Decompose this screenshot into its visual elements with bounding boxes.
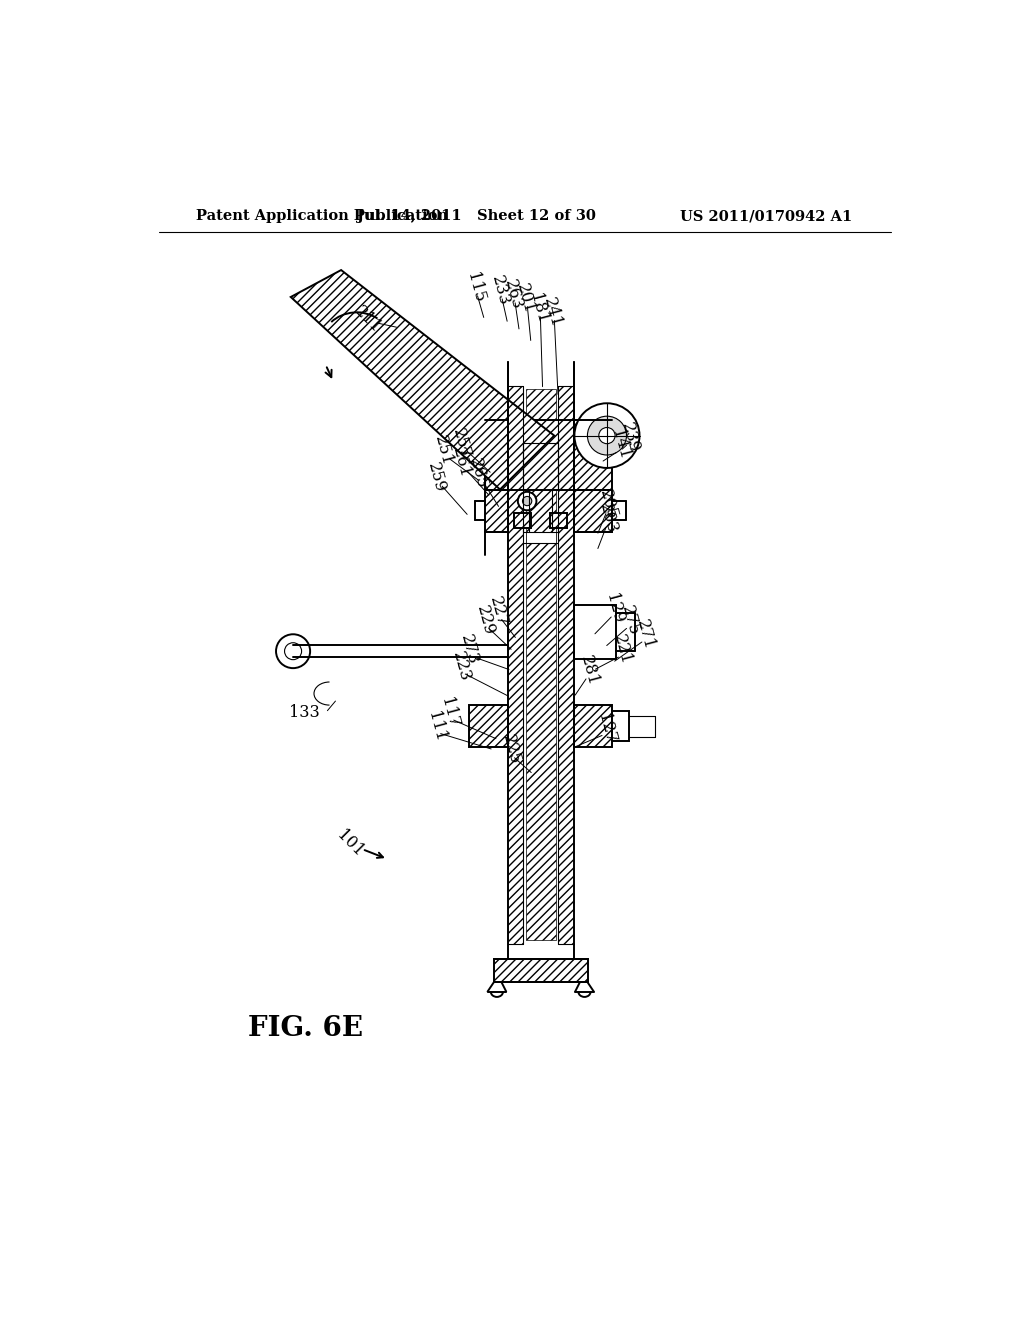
Bar — [550, 512, 567, 528]
Text: 117: 117 — [437, 696, 462, 730]
Bar — [484, 490, 508, 532]
Text: 233: 233 — [487, 273, 512, 308]
Text: 101: 101 — [334, 826, 368, 861]
Circle shape — [574, 404, 640, 469]
Text: 275: 275 — [618, 603, 642, 638]
Text: 281: 281 — [577, 653, 601, 688]
Bar — [494, 960, 588, 982]
Bar — [469, 705, 508, 747]
Text: FIG. 6E: FIG. 6E — [248, 1015, 364, 1041]
Text: 205: 205 — [596, 488, 621, 521]
Text: 203: 203 — [596, 502, 621, 536]
Text: 129: 129 — [602, 591, 627, 626]
Circle shape — [588, 416, 627, 455]
Text: 241: 241 — [541, 296, 565, 329]
Circle shape — [518, 492, 537, 511]
Bar — [525, 389, 556, 940]
Text: 221: 221 — [610, 632, 635, 667]
Text: 111: 111 — [424, 710, 449, 743]
Text: 271: 271 — [634, 618, 657, 651]
Text: 239: 239 — [618, 420, 642, 454]
Bar — [484, 420, 612, 490]
Text: 201: 201 — [513, 281, 538, 315]
Text: 211: 211 — [351, 304, 385, 337]
Bar — [508, 385, 523, 944]
Text: 223: 223 — [450, 649, 473, 684]
Circle shape — [599, 428, 615, 444]
Text: 263: 263 — [501, 277, 525, 312]
Text: 181: 181 — [526, 292, 551, 326]
Text: 273: 273 — [457, 632, 481, 667]
Bar — [514, 512, 531, 528]
Bar — [573, 605, 616, 659]
Text: 141: 141 — [608, 428, 632, 462]
Bar — [573, 490, 612, 532]
Text: 261: 261 — [450, 446, 473, 479]
Bar — [573, 705, 612, 747]
Circle shape — [285, 643, 302, 660]
Text: 127: 127 — [594, 711, 618, 746]
Bar — [558, 385, 573, 944]
Text: 225: 225 — [499, 733, 523, 767]
Text: 259: 259 — [424, 461, 449, 495]
Circle shape — [276, 635, 310, 668]
Bar — [612, 711, 630, 742]
Text: 133: 133 — [290, 705, 321, 721]
Text: 227: 227 — [486, 594, 511, 628]
Text: 115: 115 — [463, 271, 487, 305]
Polygon shape — [291, 271, 554, 490]
Text: 265: 265 — [466, 457, 490, 491]
Text: US 2011/0170942 A1: US 2011/0170942 A1 — [680, 209, 853, 223]
Text: 251: 251 — [431, 434, 456, 469]
Text: Jul. 14, 2011   Sheet 12 of 30: Jul. 14, 2011 Sheet 12 of 30 — [357, 209, 596, 223]
Bar — [525, 532, 556, 544]
Text: 257: 257 — [450, 426, 473, 461]
Text: Patent Application Publication: Patent Application Publication — [197, 209, 449, 223]
Text: 229: 229 — [473, 603, 498, 638]
Circle shape — [522, 496, 531, 506]
